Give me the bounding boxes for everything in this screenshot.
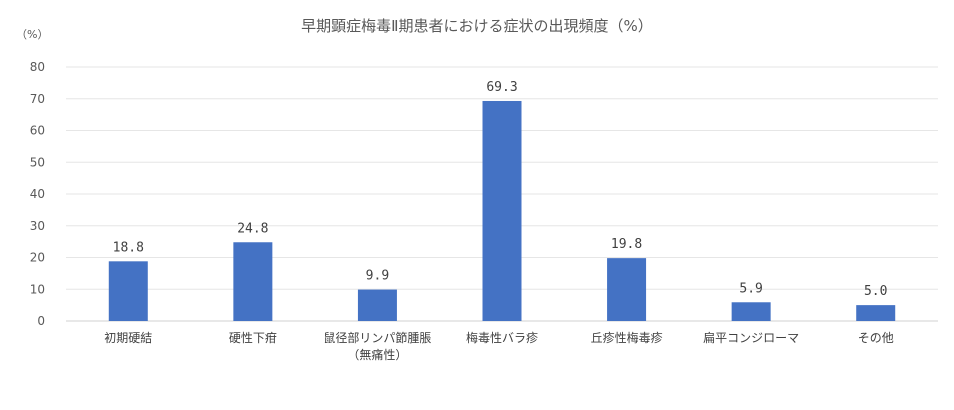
y-tick-label: 20 [30,251,45,265]
data-label: 19.8 [611,237,642,252]
bar [357,289,397,321]
x-axis-categories: 初期硬結 硬性下疳 鼠径部リンパ節腫脹 （無痛性） 梅毒性バラ疹 丘疹性梅毒疹 扁平コンジロ… [104,330,893,362]
y-tick-label: 30 [30,219,45,233]
category-label: その他 [858,331,894,345]
y-tick-label: 50 [30,155,45,169]
y-axis-ticks: 0 10 20 30 40 50 60 70 80 [30,60,45,328]
category-label: 梅毒性バラ疹 [466,330,538,345]
y-tick-label: 80 [30,60,45,74]
bar [731,302,771,321]
category-label: 初期硬結 [104,331,152,345]
category-label: 硬性下疳 [229,330,277,345]
category-label: 扁平コンジローマ [703,331,799,345]
data-label: 69.3 [486,80,517,95]
data-label: 5.9 [739,281,762,296]
data-labels: 18.8 24.8 9.9 69.3 19.8 5.9 5.0 [113,80,888,299]
y-tick-label: 70 [30,92,45,106]
bar [108,261,148,321]
data-label: 24.8 [237,221,268,236]
data-label: 18.8 [113,240,144,255]
y-axis-unit-label: （%） [16,28,48,41]
category-label: （無痛性） [347,347,407,362]
category-label: 鼠径部リンパ節腫脹 [323,330,431,345]
y-tick-label: 40 [30,187,45,201]
data-label: 5.0 [864,284,887,299]
y-tick-label: 0 [37,314,45,328]
bar [607,258,647,321]
bar [856,305,896,321]
category-label: 丘疹性梅毒疹 [591,330,663,345]
y-tick-label: 60 [30,124,45,138]
chart-title: 早期顕症梅毒Ⅱ期患者における症状の出現頻度（%） [301,17,653,35]
bar [233,242,273,321]
bars [108,100,896,321]
bar [482,100,522,321]
y-tick-label: 10 [30,282,45,296]
data-label: 9.9 [366,269,389,284]
